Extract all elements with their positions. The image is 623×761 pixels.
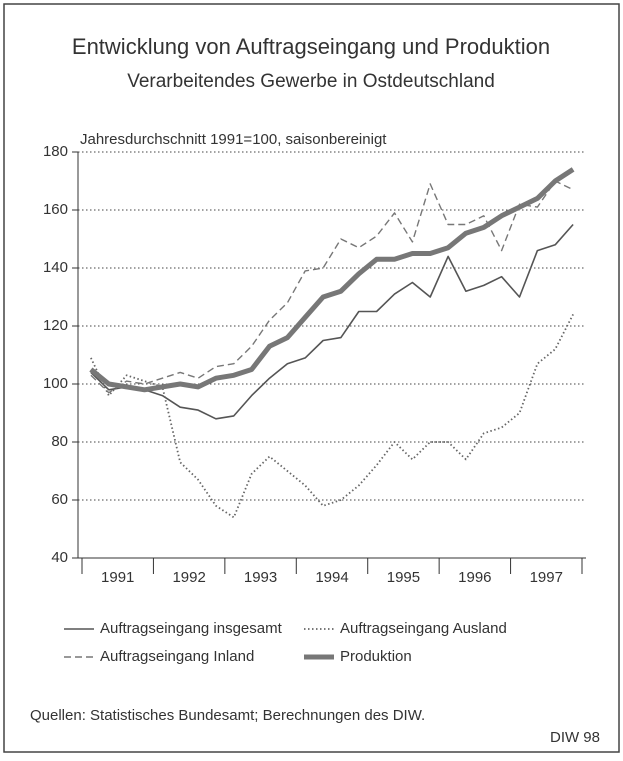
- x-tick-label: 1991: [101, 569, 134, 586]
- y-axis-label: Jahresdurchschnitt 1991=100, saisonberei…: [80, 131, 387, 148]
- y-tick-label: 60: [51, 491, 68, 508]
- y-tick-label: 180: [43, 143, 68, 160]
- x-tick-label: 1997: [530, 569, 563, 586]
- x-tick-label: 1992: [172, 569, 205, 586]
- y-tick-label: 160: [43, 201, 68, 218]
- legend-label: Produktion: [340, 648, 412, 665]
- legend-label: Auftragseingang Ausland: [340, 620, 507, 637]
- legend-label: Auftragseingang insgesamt: [100, 620, 283, 637]
- source: Quellen: Statistisches Bundesamt; Berech…: [30, 707, 425, 724]
- y-tick-label: 80: [51, 433, 68, 450]
- x-tick-label: 1996: [458, 569, 491, 586]
- series-line: [89, 167, 575, 393]
- series-line: [90, 223, 574, 420]
- credit: DIW 98: [550, 729, 600, 746]
- series-line: [90, 180, 574, 394]
- x-tick-label: 1993: [244, 569, 277, 586]
- y-tick-label: 120: [43, 317, 68, 334]
- y-tick-label: 100: [43, 375, 68, 392]
- y-tick-label: 140: [43, 259, 68, 276]
- legend-label: Auftragseingang Inland: [100, 648, 254, 665]
- series-line: [90, 313, 574, 519]
- chart-subtitle: Verarbeitendes Gewerbe in Ostdeutschland: [127, 71, 495, 92]
- frame: [3, 3, 620, 753]
- x-tick-label: 1994: [315, 569, 348, 586]
- chart-title: Entwicklung von Auftragseingang und Prod…: [72, 34, 550, 59]
- x-tick-label: 1995: [387, 569, 420, 586]
- y-tick-label: 40: [51, 549, 68, 566]
